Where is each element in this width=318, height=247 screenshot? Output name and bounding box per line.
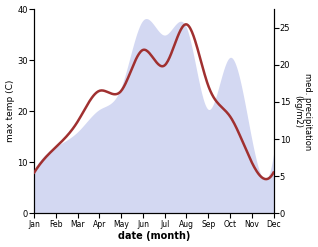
- Y-axis label: med. precipitation
(kg/m2): med. precipitation (kg/m2): [293, 73, 313, 150]
- Y-axis label: max temp (C): max temp (C): [5, 80, 15, 143]
- X-axis label: date (month): date (month): [118, 231, 190, 242]
